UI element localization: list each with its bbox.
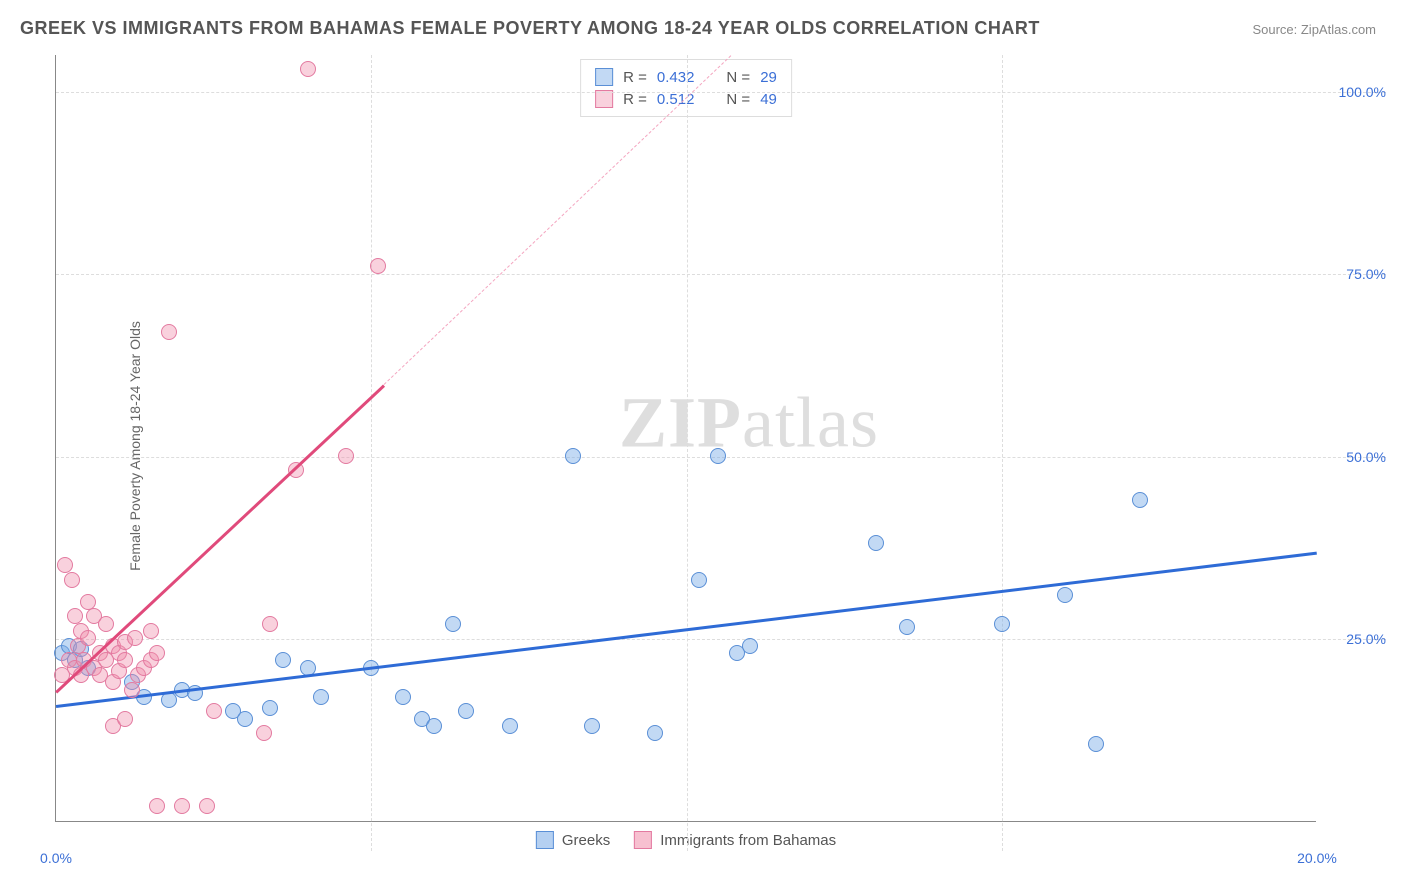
scatter-point xyxy=(143,623,159,639)
scatter-point xyxy=(647,725,663,741)
scatter-point xyxy=(199,798,215,814)
scatter-point xyxy=(64,572,80,588)
scatter-point xyxy=(149,798,165,814)
n-label: N = xyxy=(726,69,750,86)
legend-item: Greeks xyxy=(536,831,610,849)
legend-swatch xyxy=(536,831,554,849)
gridline-horizontal xyxy=(56,92,1386,93)
legend-swatch xyxy=(634,831,652,849)
scatter-point xyxy=(117,711,133,727)
scatter-point xyxy=(206,703,222,719)
scatter-point xyxy=(565,448,581,464)
scatter-point xyxy=(124,682,140,698)
scatter-point xyxy=(262,700,278,716)
gridline-vertical xyxy=(371,55,372,851)
scatter-point xyxy=(149,645,165,661)
r-label: R = xyxy=(623,91,647,108)
scatter-point xyxy=(275,652,291,668)
scatter-point xyxy=(127,630,143,646)
scatter-point xyxy=(395,689,411,705)
gridline-vertical xyxy=(1002,55,1003,851)
scatter-point xyxy=(57,557,73,573)
legend-swatch xyxy=(595,90,613,108)
scatter-point xyxy=(237,711,253,727)
scatter-point xyxy=(1132,492,1148,508)
scatter-point xyxy=(868,535,884,551)
y-tick-label: 25.0% xyxy=(1346,631,1386,647)
scatter-point xyxy=(256,725,272,741)
scatter-point xyxy=(313,689,329,705)
n-value: 29 xyxy=(760,69,777,86)
scatter-point xyxy=(1057,587,1073,603)
scatter-point xyxy=(370,258,386,274)
y-tick-label: 75.0% xyxy=(1346,266,1386,282)
trend-line xyxy=(384,55,731,384)
scatter-point xyxy=(67,608,83,624)
watermark: ZIPatlas xyxy=(619,381,879,464)
scatter-point xyxy=(742,638,758,654)
scatter-point xyxy=(174,798,190,814)
scatter-point xyxy=(80,594,96,610)
scatter-point xyxy=(1088,736,1104,752)
gridline-horizontal xyxy=(56,274,1386,275)
scatter-point xyxy=(98,616,114,632)
scatter-point xyxy=(994,616,1010,632)
scatter-point xyxy=(710,448,726,464)
scatter-point xyxy=(300,61,316,77)
gridline-vertical xyxy=(687,55,688,851)
scatter-point xyxy=(80,630,96,646)
r-value: 0.432 xyxy=(657,69,695,86)
scatter-point xyxy=(161,692,177,708)
r-label: R = xyxy=(623,69,647,86)
plot-area: ZIPatlas R =0.432N =29R =0.512N =49 Gree… xyxy=(55,55,1316,822)
chart-title: GREEK VS IMMIGRANTS FROM BAHAMAS FEMALE … xyxy=(20,18,1040,39)
source-attribution: Source: ZipAtlas.com xyxy=(1252,22,1376,37)
gridline-horizontal xyxy=(56,639,1386,640)
y-tick-label: 50.0% xyxy=(1346,449,1386,465)
scatter-point xyxy=(584,718,600,734)
scatter-point xyxy=(161,324,177,340)
scatter-point xyxy=(262,616,278,632)
n-label: N = xyxy=(726,91,750,108)
legend-swatch xyxy=(595,68,613,86)
scatter-point xyxy=(426,718,442,734)
legend-label: Greeks xyxy=(562,832,610,849)
scatter-point xyxy=(458,703,474,719)
x-tick-label: 0.0% xyxy=(40,850,72,866)
trend-line xyxy=(55,384,385,693)
scatter-point xyxy=(338,448,354,464)
n-value: 49 xyxy=(760,91,777,108)
legend-item: Immigrants from Bahamas xyxy=(634,831,836,849)
scatter-point xyxy=(899,619,915,635)
scatter-point xyxy=(445,616,461,632)
scatter-point xyxy=(502,718,518,734)
scatter-point xyxy=(117,652,133,668)
y-tick-label: 100.0% xyxy=(1339,84,1386,100)
x-tick-label: 20.0% xyxy=(1297,850,1337,866)
scatter-point xyxy=(691,572,707,588)
